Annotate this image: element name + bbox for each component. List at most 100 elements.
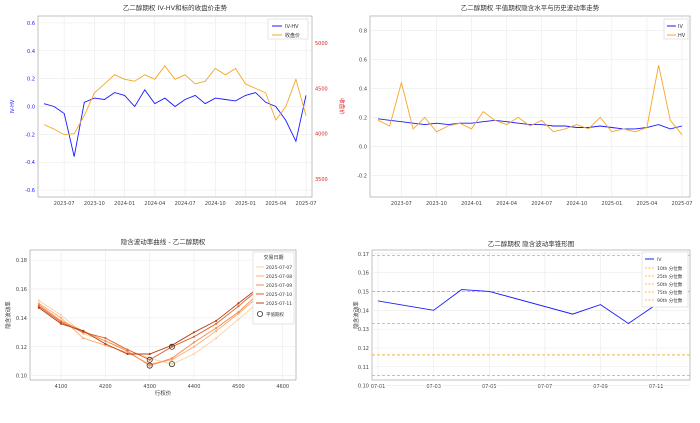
y-axis-label: 隐含波动率: [4, 301, 12, 329]
y-axis-label: IV-HV: [10, 99, 16, 113]
x-tick-label: 2024-10: [566, 201, 587, 207]
x-tick-label: 2025-07: [296, 201, 317, 207]
x-tick-label: 07-11: [649, 384, 664, 390]
y2-tick-label: 3500: [315, 177, 328, 183]
y2-axis-label: 收盘价: [338, 98, 346, 115]
plot-frame: [371, 249, 691, 381]
legend: IV HV: [663, 18, 689, 40]
x-tick-label: 07-01: [371, 384, 386, 390]
y-tick-label: 0.2: [359, 115, 367, 121]
series-point: [170, 344, 173, 347]
legend-label: 2025-07-10: [266, 292, 292, 298]
chart-iv-hv-level: 乙二醇期权 平值期权隐含水平与历史波动率走势 2023-07 2023-10 2024…: [357, 3, 692, 207]
legend-label: IV-HV: [285, 24, 299, 30]
legend-box: [641, 251, 689, 308]
series-point: [37, 306, 41, 309]
series-point: [59, 313, 63, 317]
x-tick-label: 2024-10: [205, 201, 226, 207]
x-tick-label: 2025-07: [672, 201, 693, 207]
legend-label: 90th 分位数: [657, 297, 683, 304]
series-point: [170, 363, 173, 366]
series-line-IV-HV: [43, 88, 307, 157]
y2-tick-label: 4000: [315, 132, 328, 138]
series-line-收盘价: [43, 65, 307, 136]
x-tick-label: 2025-04: [265, 201, 286, 207]
y-tick-label: 0.12: [16, 345, 27, 351]
y-tick-label: 0.2: [27, 77, 35, 83]
series-point: [215, 322, 218, 325]
chart-title: 乙二醇期权 IV-HV和标的收盘价走势: [123, 3, 228, 12]
series-point: [237, 311, 240, 314]
y2-tick-label: 5000: [315, 41, 328, 47]
x-tick-label: 2024-07: [531, 201, 552, 207]
x-tick-label: 07-03: [426, 384, 441, 390]
series-point: [104, 339, 107, 343]
x-tick-label: 07-09: [593, 384, 608, 390]
legend-label: 25th 分位数: [657, 273, 683, 280]
x-tick-label: 07-05: [482, 384, 497, 390]
y-tick-label: 0.6: [359, 57, 367, 63]
series-point: [215, 329, 218, 332]
y-tick-label: -0.2: [25, 132, 35, 138]
legend: IV-HV 收盘价: [267, 18, 309, 40]
chart-title: 隐含波动率曲线 - 乙二醇期权: [121, 237, 206, 246]
legend-label: 收盘价: [285, 32, 300, 39]
legend-label: IV: [657, 257, 662, 263]
x-tick-label: 2024-04: [496, 201, 517, 207]
x-tick-label: 4400: [188, 384, 201, 390]
series-line-HV: [377, 65, 683, 135]
y-tick-label: 0.6: [27, 21, 35, 27]
series-point: [82, 337, 85, 340]
atm-marker: [168, 361, 175, 368]
series-point: [37, 299, 41, 302]
plot-frame: [29, 249, 297, 381]
series-line-2025-07-10: [38, 276, 283, 361]
series-line-2025-07-07: [38, 284, 283, 365]
y-tick-label: 0.16: [358, 271, 369, 277]
series-point: [215, 326, 218, 330]
legend-label: 平值期权: [266, 311, 284, 318]
x-tick-label: 4600: [276, 384, 289, 390]
atm-marker: [146, 362, 153, 369]
x-tick-label: 2024-04: [144, 201, 165, 207]
y-tick-label: 0.17: [358, 252, 369, 258]
x-tick-label: 4100: [55, 384, 68, 390]
series-point: [170, 357, 173, 360]
y-tick-label: 0.4: [359, 86, 367, 92]
legend-box: [267, 18, 309, 40]
series-point: [59, 322, 63, 325]
series-point: [104, 337, 107, 340]
chart-title: 乙二醇期权 隐含波动率锥形图: [488, 239, 575, 248]
series-point: [192, 352, 196, 356]
x-tick-label: 4500: [232, 384, 245, 390]
atm-marker: [146, 356, 153, 363]
legend-label: 2025-07-07: [266, 265, 292, 271]
chart-title: 乙二醇期权 平值期权隐含水平与历史波动率走势: [461, 3, 600, 12]
legend-box: [252, 251, 295, 325]
y-tick-label: 0.13: [358, 327, 369, 333]
x-tick-label: 2023-07: [54, 201, 75, 207]
y-tick-label: 0.8: [359, 28, 367, 34]
y-tick-label: 0.16: [16, 287, 27, 293]
series-point: [192, 345, 196, 348]
series-line-IV: [377, 118, 683, 130]
y-tick-label: 0.0: [359, 144, 367, 150]
y2-tick-label: 4500: [315, 86, 328, 92]
legend-box: [663, 18, 689, 40]
atm-marker: [168, 343, 175, 350]
series-line-2025-07-08: [38, 279, 283, 365]
plot-frame: [369, 15, 691, 198]
chart-smile: 隐含波动率曲线 - 乙二醇期权 4100 4200 4300 4400 4500 4600 0…: [4, 237, 297, 397]
y-tick-label: -0.2: [357, 173, 367, 179]
x-tick-label: 2025-01: [601, 201, 622, 207]
series-point: [59, 316, 63, 319]
y-tick-label: 0.12: [358, 346, 369, 352]
y-tick-label: -0.4: [25, 160, 35, 166]
series-point: [237, 302, 240, 305]
y-tick-label: 0.14: [16, 316, 27, 322]
x-tick-label: 2024-01: [114, 201, 135, 207]
y-tick-label: 0.15: [358, 289, 369, 295]
x-tick-label: 2023-10: [84, 201, 105, 207]
legend-atm-swatch: [256, 310, 263, 317]
